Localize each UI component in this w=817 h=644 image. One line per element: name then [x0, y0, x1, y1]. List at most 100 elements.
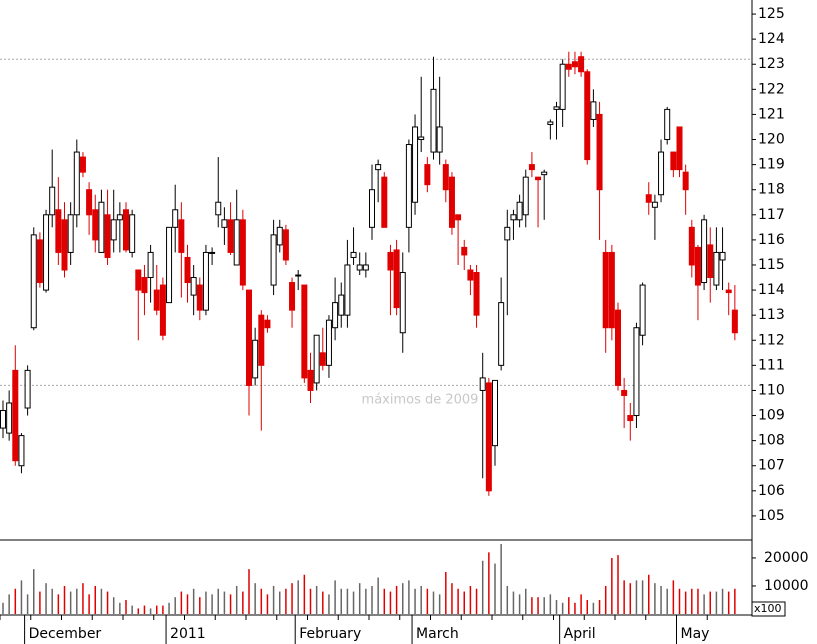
- y-tick-label: 113: [758, 307, 785, 323]
- y-tick-label: 115: [758, 257, 785, 273]
- candle-body: [36, 239, 43, 284]
- candle-body: [166, 226, 173, 304]
- candle-body: [615, 309, 621, 386]
- candle-body: [559, 63, 566, 110]
- candle-body: [473, 272, 480, 316]
- candle-body: [49, 186, 56, 216]
- candle-body: [510, 214, 517, 221]
- candle-body: [362, 264, 369, 271]
- candle-body: [6, 402, 13, 434]
- x-tick-label: December: [29, 626, 102, 642]
- candle-body: [719, 251, 726, 261]
- y-tick-label: 123: [758, 56, 785, 72]
- candle-body: [196, 284, 203, 311]
- candle-body: [123, 209, 129, 251]
- candle-body: [43, 214, 50, 291]
- candle-body: [313, 334, 320, 384]
- candle-body: [498, 302, 505, 366]
- candle-body: [110, 219, 117, 241]
- candle-body: [682, 171, 689, 191]
- candle-body: [159, 284, 166, 336]
- candle-body: [381, 176, 388, 228]
- candle-body: [602, 251, 609, 329]
- candle-body: [104, 214, 111, 258]
- y-tick-label: 119: [758, 157, 785, 173]
- candle-body: [399, 272, 406, 334]
- candle-body: [307, 369, 314, 391]
- candle-body: [467, 269, 474, 281]
- candle-body: [325, 319, 332, 366]
- candle-body: [461, 246, 468, 256]
- candle-body: [239, 219, 246, 286]
- candle-body: [221, 219, 228, 228]
- candle-body: [485, 382, 492, 492]
- candle-body: [153, 289, 160, 311]
- candle-body: [621, 389, 628, 396]
- candle-body: [295, 274, 302, 277]
- x-tick-label: April: [564, 626, 596, 642]
- candle-body: [61, 219, 68, 271]
- candle-body: [725, 289, 732, 294]
- candle-body: [664, 108, 671, 141]
- candle-body: [670, 151, 677, 171]
- y-tick-label: 110: [758, 382, 785, 398]
- candle-body: [455, 214, 462, 221]
- y-tick-label: 124: [758, 31, 785, 47]
- candle-body: [209, 251, 216, 254]
- x-tick-label: March: [416, 626, 459, 642]
- candle-body: [301, 284, 308, 379]
- candle-body: [55, 209, 62, 253]
- candle-body: [430, 88, 437, 153]
- candle-body: [233, 219, 240, 266]
- candle-body: [694, 246, 701, 286]
- candle-body: [516, 201, 523, 221]
- candle-body: [344, 264, 351, 316]
- candle-body: [658, 151, 665, 196]
- candle-body: [18, 435, 25, 467]
- candle-body: [30, 234, 37, 329]
- candle-body: [184, 256, 191, 284]
- candle-body: [147, 251, 154, 279]
- y-tick-label: 106: [758, 483, 785, 499]
- y-tick-label: 118: [758, 182, 785, 198]
- candle-body: [504, 226, 511, 241]
- candle-body: [369, 189, 375, 228]
- candle-body: [553, 106, 560, 110]
- candle-body: [178, 219, 185, 253]
- y-tick-label: 112: [758, 332, 785, 348]
- y-tick-label: 107: [758, 458, 785, 474]
- candle-body: [418, 136, 425, 141]
- volume-tick-label: 20000: [764, 550, 809, 566]
- candle-body: [676, 126, 683, 171]
- y-tick-label: 120: [758, 132, 785, 148]
- candle-body: [116, 214, 123, 221]
- candle-body: [246, 289, 252, 386]
- y-tick-label: 125: [758, 6, 785, 22]
- volume-tick-label: 10000: [764, 578, 809, 594]
- candle-body: [578, 56, 585, 73]
- candle-body: [282, 229, 289, 261]
- candle-body: [190, 277, 197, 296]
- candle-body: [67, 214, 74, 253]
- candle-body: [276, 226, 283, 246]
- candle-body: [319, 352, 326, 366]
- y-tick-label: 114: [758, 282, 785, 298]
- candle-body: [338, 294, 345, 316]
- x-tick-label: 2011: [170, 626, 206, 642]
- y-tick-label: 117: [758, 207, 785, 223]
- candle-body: [645, 194, 652, 203]
- candle-body: [375, 164, 382, 171]
- y-tick-label: 122: [758, 81, 785, 97]
- candle-body: [448, 176, 455, 228]
- candle-body: [608, 251, 615, 329]
- candle-body: [547, 121, 554, 125]
- candle-body: [541, 171, 548, 176]
- candle-body: [442, 164, 449, 191]
- y-tick-label: 121: [758, 106, 785, 122]
- candle-body: [639, 284, 646, 336]
- y-tick-label: 116: [758, 232, 785, 248]
- candle-body: [713, 251, 720, 286]
- candle-body: [479, 377, 486, 391]
- y-tick-label: 105: [758, 508, 785, 524]
